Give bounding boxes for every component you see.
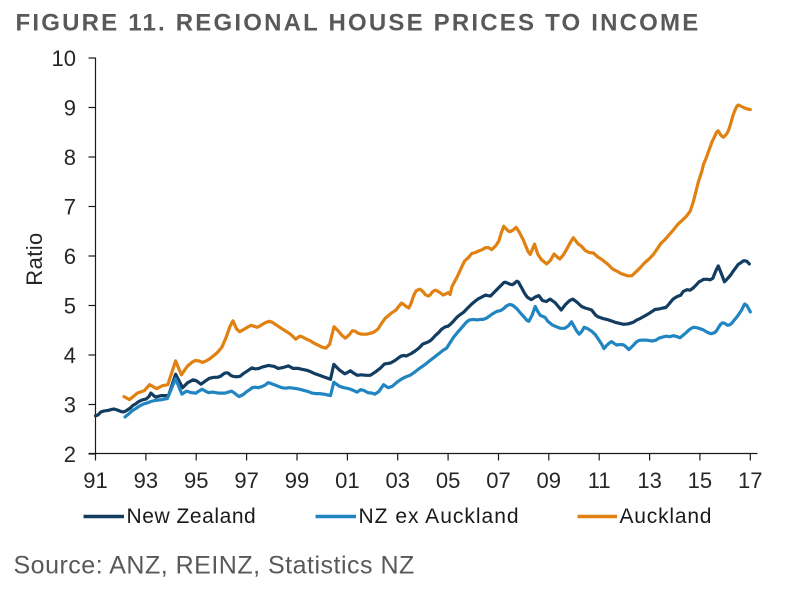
svg-text:7: 7 [64,194,76,219]
svg-text:95: 95 [184,468,208,493]
svg-text:2: 2 [64,442,76,467]
svg-text:13: 13 [637,468,661,493]
svg-text:NZ ex Auckland: NZ ex Auckland [359,505,520,528]
svg-text:11: 11 [588,468,611,493]
svg-text:97: 97 [234,468,258,493]
svg-text:Source: ANZ, REINZ, Statistics: Source: ANZ, REINZ, Statistics NZ [14,552,415,580]
svg-text:Ratio: Ratio [22,232,47,285]
svg-text:99: 99 [285,468,309,493]
svg-text:09: 09 [537,468,561,493]
svg-text:93: 93 [134,468,158,493]
svg-text:Auckland: Auckland [620,505,713,528]
svg-text:6: 6 [64,244,76,269]
svg-text:91: 91 [83,468,107,493]
svg-text:01: 01 [335,468,359,493]
svg-text:FIGURE 11. REGIONAL HOUSE PRIC: FIGURE 11. REGIONAL HOUSE PRICES TO INCO… [16,10,701,37]
svg-text:17: 17 [738,468,762,493]
svg-text:5: 5 [64,293,76,318]
svg-text:05: 05 [436,468,460,493]
svg-text:New Zealand: New Zealand [127,505,257,528]
svg-text:07: 07 [486,468,510,493]
svg-text:3: 3 [64,392,76,417]
svg-text:10: 10 [52,46,76,71]
svg-text:4: 4 [64,343,76,368]
svg-text:9: 9 [64,95,76,120]
svg-text:8: 8 [64,145,76,170]
svg-text:03: 03 [385,468,409,493]
svg-text:15: 15 [688,468,712,493]
